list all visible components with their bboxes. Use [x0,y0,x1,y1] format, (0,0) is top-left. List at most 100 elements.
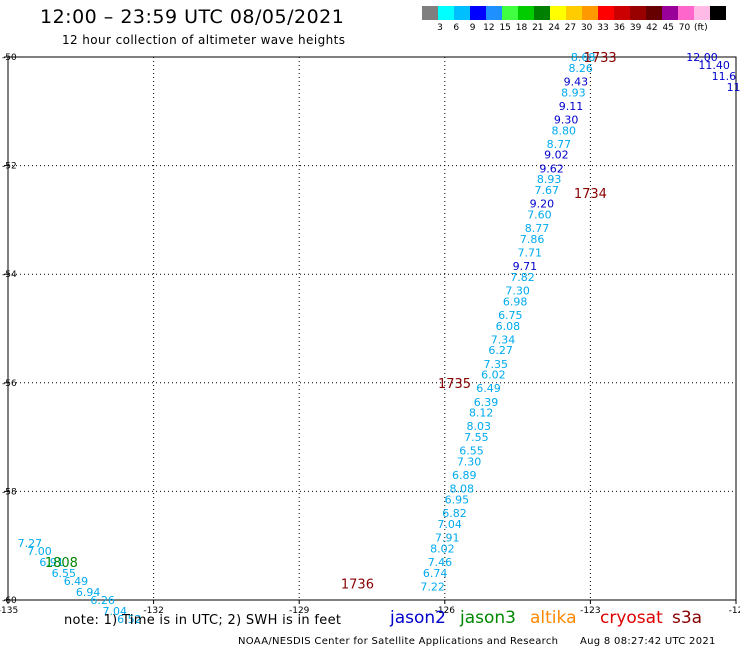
y-tick-label: -50 [2,53,17,63]
plot-frame [7,56,737,601]
wave-height-label: 9.02 [544,149,569,162]
wave-height-label: 6.08 [496,320,521,333]
y-tick-label: -54 [2,270,17,280]
legend-tick-label: 24 [548,23,560,33]
wave-height-label: 7.35 [484,358,509,371]
legend-swatch [710,6,726,20]
wave-height-label: 8.77 [547,138,572,151]
wave-height-label: 7.67 [534,184,559,197]
wave-height-label: 7.46 [428,556,453,569]
wave-height-label: 6.89 [452,469,477,482]
wave-height-label: 8.68 [571,51,596,64]
satellite-s3a: s3a [672,608,703,628]
wave-height-label: 6.98 [503,295,528,308]
wave-height-label: 7.86 [520,233,545,246]
wave-height-label: 6.49 [476,382,501,395]
wave-height-label: 8.77 [525,222,550,235]
wave-height-label: 6.55 [459,445,484,458]
wave-height-label: 7.30 [505,284,530,297]
wave-height-label: 11.6 [712,70,737,83]
legend-swatch [630,6,646,20]
wave-height-label: 7.71 [517,246,542,259]
y-tick-label: -56 [2,379,17,389]
footer-note: note: 1) Time is in UTC; 2) SWH is in fe… [64,613,342,628]
legend-tick-label: 21 [532,23,544,33]
legend-tick-label: 45 [662,23,674,33]
legend-swatch [662,6,678,20]
legend-tick-label: 30 [580,23,593,33]
legend-swatch [454,6,470,20]
time-label: 1736 [341,578,374,593]
wave-height-label: 7.60 [527,208,552,221]
wave-height-label: 8.80 [551,124,576,137]
wave-height-label: 12.00 [686,51,718,64]
wave-height-label: 8.93 [561,86,586,99]
y-tick-label: -52 [2,162,17,172]
legend-tick-label: 42 [646,23,658,33]
credit-text: NOAA/NESDIS Center for Satellite Applica… [238,636,559,647]
legend-swatch [438,6,454,20]
wave-height-label: 9.11 [559,100,584,113]
y-tick-label: -58 [2,487,17,497]
legend-swatch [422,6,438,20]
legend-swatch [598,6,614,20]
wave-height-label: 7.91 [435,532,460,545]
wave-height-label: 7.04 [103,605,128,618]
legend-tick-label: 6 [453,23,460,33]
satellite-jason2: jason2 [390,608,446,628]
satellite-cryosat: cryosat [600,608,663,628]
wave-height-label: 6.27 [488,344,513,357]
wave-height-label: 6.55 [52,567,77,580]
wave-height-label: 8.08 [450,483,475,496]
legend-swatch [646,6,662,20]
legend-swatch [470,6,486,20]
wave-height-label: 8.12 [469,407,494,420]
legend-swatch [678,6,694,20]
wave-height-label: 6.82 [442,507,467,520]
satellite-jason3: jason3 [460,608,516,628]
legend-swatch [486,6,502,20]
y-tick-label: -60 [2,596,17,606]
wave-height-label: 6.39 [474,396,499,409]
wave-height-label: 6.49 [64,575,89,588]
legend-swatch [566,6,582,20]
legend-swatch [518,6,534,20]
legend-tick-label: (ft) [694,23,708,33]
satellite-altika: altika [530,608,577,628]
wave-height-label: 8.26 [568,62,593,75]
wave-height-label: 9.62 [539,162,564,175]
wave-height-label: 6.95 [445,494,470,507]
legend-swatch [614,6,630,20]
x-tick-label: -12 [729,606,740,616]
legend-swatch [694,6,710,20]
wave-height-label: 6.02 [481,369,506,382]
legend-swatch [550,6,566,20]
time-label: 1808 [45,556,78,571]
wave-height-label: 6.26 [90,594,115,607]
wave-height-label: 7.22 [420,580,445,593]
timestamp: Aug 8 08:27:42 UTC 2021 [580,636,716,647]
legend-tick-label: 27 [564,23,577,33]
legend-swatch [582,6,598,20]
time-label: 1734 [574,187,607,202]
wave-height-label: 6.74 [423,567,448,580]
legend-tick-label: 9 [469,23,476,33]
wave-height-label: 7.00 [27,545,52,558]
legend-tick-label: 70 [678,23,691,33]
wave-height-label: 9.43 [564,75,589,88]
x-tick-label: -132 [143,606,163,616]
wave-height-label: 7.30 [457,456,482,469]
wave-height-label: 7.34 [491,333,516,346]
legend-tick-label: 36 [613,23,626,33]
time-label: 1735 [438,377,471,392]
wave-height-label: 9.30 [554,113,579,126]
wave-height-label: 7.55 [464,431,489,444]
page-title: 12:00 – 23:59 UTC 08/05/2021 [40,6,345,28]
wave-height-label: 11.40 [698,59,730,72]
wave-height-label: 7.04 [437,518,462,531]
wave-height-label: 6.91 [39,556,64,569]
x-tick-label: -123 [580,606,600,616]
x-tick-label: -135 [0,606,18,616]
legend-tick-label: 18 [515,23,528,33]
